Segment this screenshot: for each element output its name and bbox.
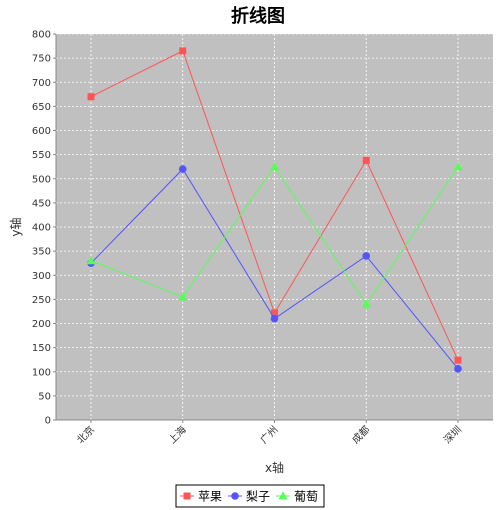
y-tick-label: 600 [32, 126, 51, 137]
x-axis-label: x轴 [265, 460, 284, 475]
data-point [88, 93, 95, 100]
x-tick-label: 上海 [166, 423, 189, 446]
x-tick-label: 广州 [258, 424, 281, 447]
y-tick-label: 300 [32, 271, 51, 282]
y-tick-label: 250 [32, 295, 51, 306]
data-point [454, 365, 462, 373]
data-point [363, 157, 370, 164]
legend-marker [184, 493, 191, 500]
y-tick-label: 700 [32, 78, 51, 89]
y-tick-label: 0 [45, 416, 51, 427]
data-point [179, 47, 186, 54]
x-tick-label: 北京 [74, 423, 97, 446]
x-tick-label: 成都 [350, 424, 373, 447]
y-axis-label: y轴 [8, 217, 23, 236]
y-tick-label: 450 [32, 198, 51, 209]
legend-label: 苹果 [198, 490, 222, 504]
y-tick-label: 800 [32, 30, 51, 41]
chart-title: 折线图 [231, 5, 285, 27]
legend-marker [231, 492, 239, 500]
y-tick-label: 750 [32, 54, 51, 65]
data-point [179, 165, 187, 173]
y-tick-label: 650 [32, 102, 51, 113]
y-tick-label: 150 [32, 343, 51, 354]
y-tick-label: 350 [32, 247, 51, 258]
y-tick-label: 100 [32, 367, 51, 378]
x-tick-label: 深圳 [441, 424, 464, 447]
y-tick-label: 400 [32, 223, 51, 234]
legend-label: 葡萄 [294, 490, 318, 504]
y-tick-label: 500 [32, 174, 51, 185]
x-axis-ticks: 北京 上海 广州 成都 深圳 [74, 420, 464, 446]
y-tick-label: 200 [32, 319, 51, 330]
legend: 苹果 梨子 葡萄 [176, 485, 324, 507]
y-tick-label: 550 [32, 150, 51, 161]
data-point [455, 357, 462, 364]
data-point [271, 315, 279, 323]
legend-label: 梨子 [246, 490, 270, 504]
data-point [362, 252, 370, 260]
y-tick-label: 50 [38, 391, 51, 402]
y-axis-ticks: 0 50 100 150 200 250 300 350 400 450 500 550 600 650 7… [32, 30, 56, 427]
